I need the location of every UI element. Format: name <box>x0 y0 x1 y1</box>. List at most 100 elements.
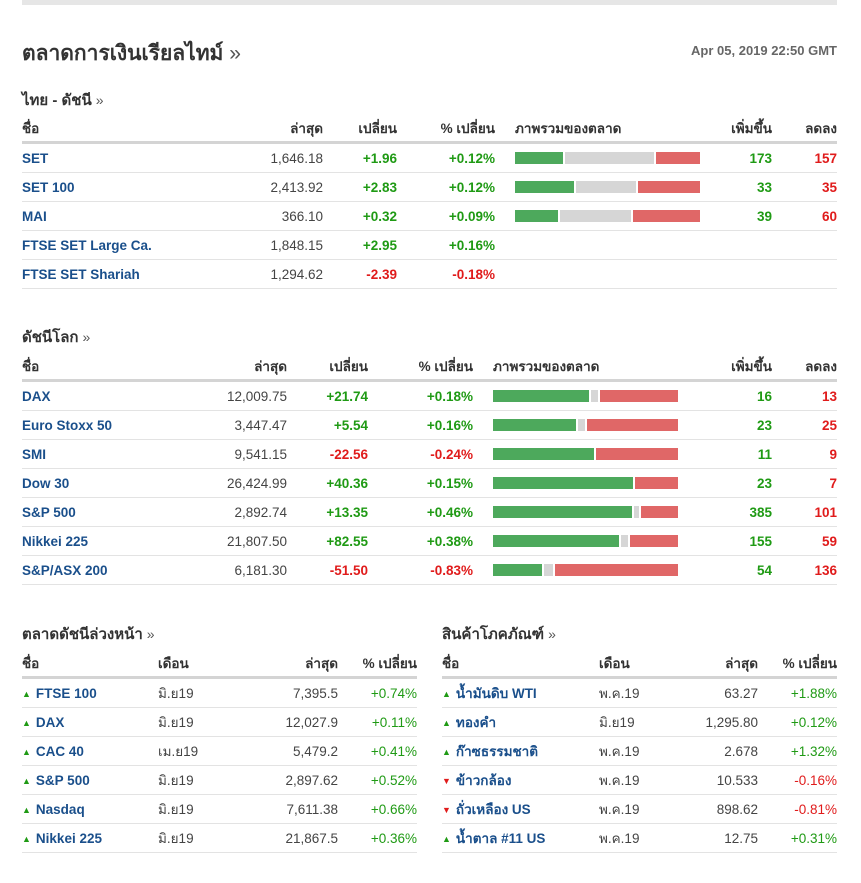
decline-segment <box>638 181 700 193</box>
table-row: Nikkei 225 21,807.50 +82.55 +0.38% 155 59 <box>22 526 837 556</box>
section-title-thai-text[interactable]: ไทย - ดัชนี <box>22 92 92 109</box>
contract-month: พ.ค.19 <box>599 736 669 766</box>
decline-segment <box>555 564 678 576</box>
last-price: 21,867.5 <box>238 823 338 853</box>
last-price: 6,181.30 <box>182 555 287 585</box>
index-name-link[interactable]: SET 100 <box>22 179 75 195</box>
table-row: ▲ ก๊าซธรรมชาติ พ.ค.19 2.678 +1.32% <box>442 736 837 766</box>
last-price: 1,848.15 <box>202 230 323 260</box>
col-header-month: เดือน <box>599 649 669 679</box>
market-overview-cell <box>473 439 690 469</box>
index-name-link[interactable]: MAI <box>22 208 47 224</box>
index-name-link[interactable]: SET <box>22 150 49 166</box>
last-price: 1,295.80 <box>669 707 758 737</box>
last-price: 2,897.62 <box>238 765 338 795</box>
section-title-commodities-text[interactable]: สินค้าโภคภัณฑ์ <box>442 626 545 643</box>
declines-count: 59 <box>772 526 837 556</box>
section-title-world-text[interactable]: ดัชนีโลก <box>22 329 79 346</box>
col-header-dec: ลดลง <box>772 352 837 382</box>
index-name-link[interactable]: DAX <box>22 388 51 404</box>
advance-segment <box>493 477 633 489</box>
change-percent: +0.09% <box>397 201 495 231</box>
instrument-name-link[interactable]: ทองคำ <box>455 715 497 730</box>
col-header-overview: ภาพรวมของตลาด <box>495 114 712 144</box>
market-overview-cell <box>495 201 712 231</box>
instrument-name-cell: ▼ ข้าวกล้อง <box>442 765 599 795</box>
instrument-name-link[interactable]: ก๊าซธรรมชาติ <box>455 744 538 759</box>
instrument-name-link[interactable]: S&P 500 <box>35 772 90 788</box>
instrument-name-cell: ▲ น้ำตาล #11 US <box>442 823 599 853</box>
advance-segment <box>493 564 542 576</box>
instrument-name-link[interactable]: ข้าวกล้อง <box>455 773 512 788</box>
index-name-cell: S&P/ASX 200 <box>22 555 182 585</box>
instrument-name-cell: ▲ ทองคำ <box>442 707 599 737</box>
instrument-name-link[interactable]: DAX <box>35 714 65 730</box>
index-name-cell: Dow 30 <box>22 468 182 498</box>
section-title-commodities[interactable]: สินค้าโภคภัณฑ์» <box>442 622 556 646</box>
instrument-name-link[interactable]: ถั่วเหลือง US <box>455 802 531 817</box>
contract-month: พ.ค.19 <box>599 765 669 795</box>
section-title-thai[interactable]: ไทย - ดัชนี» <box>22 88 104 112</box>
market-overview-cell <box>473 526 690 556</box>
arrow-up-icon: ▲ <box>22 833 31 844</box>
index-name-link[interactable]: FTSE SET Shariah <box>22 266 140 282</box>
col-header-dec: ลดลง <box>772 114 837 144</box>
arrow-down-icon: ▼ <box>442 776 451 786</box>
advances-count: 33 <box>712 172 772 202</box>
page-title[interactable]: ตลาดการเงินเรียลไทม์ » <box>22 37 241 70</box>
section-title-world[interactable]: ดัชนีโลก» <box>22 325 90 349</box>
last-price: 9,541.15 <box>182 439 287 469</box>
section-title-futures-text[interactable]: ตลาดดัชนีล่วงหน้า <box>22 626 143 643</box>
declines-count: 157 <box>772 142 837 173</box>
index-name-link[interactable]: Dow 30 <box>22 475 70 491</box>
index-name-link[interactable]: FTSE SET Large Ca. <box>22 237 152 253</box>
section-title-futures[interactable]: ตลาดดัชนีล่วงหน้า» <box>22 622 155 646</box>
declines-count: 35 <box>772 172 837 202</box>
index-name-cell: S&P 500 <box>22 497 182 527</box>
instrument-name-link[interactable]: Nikkei 225 <box>35 830 102 846</box>
index-name-cell: SET <box>22 142 202 173</box>
contract-month: มิ.ย19 <box>158 677 238 708</box>
declines-count: 9 <box>772 439 837 469</box>
change-percent: -0.24% <box>368 439 473 469</box>
market-overview-bar <box>493 564 678 576</box>
table-row: S&P 500 2,892.74 +13.35 +0.46% 385 101 <box>22 497 837 527</box>
col-header-last: ล่าสุด <box>202 114 323 144</box>
instrument-name-link[interactable]: น้ำมันดิบ WTI <box>455 686 537 701</box>
change-value: -2.39 <box>323 259 397 289</box>
table-row: ▲ DAX มิ.ย19 12,027.9 +0.11% <box>22 707 417 737</box>
last-price: 1,294.62 <box>202 259 323 289</box>
index-name-link[interactable]: Euro Stoxx 50 <box>22 417 113 433</box>
col-header-name: ชื่อ <box>22 114 202 144</box>
advance-segment <box>515 181 574 193</box>
instrument-name-link[interactable]: FTSE 100 <box>35 685 97 701</box>
unchanged-segment <box>576 181 636 193</box>
index-name-link[interactable]: Nikkei 225 <box>22 533 89 549</box>
decline-segment <box>633 210 700 222</box>
index-name-link[interactable]: S&P 500 <box>22 504 76 520</box>
arrow-up-icon: ▲ <box>22 746 31 757</box>
instrument-name-link[interactable]: CAC 40 <box>35 743 84 759</box>
advance-segment <box>493 535 619 547</box>
advance-segment <box>493 419 576 431</box>
arrow-up-icon: ▲ <box>22 775 31 786</box>
commodities-table: ชื่อ เดือน ล่าสุด % เปลี่ยน ▲ น้ำมันดิบ W… <box>442 649 837 853</box>
declines-count: 101 <box>772 497 837 527</box>
unchanged-segment <box>591 390 598 402</box>
declines-count <box>772 230 837 260</box>
table-row: SET 100 2,413.92 +2.83 +0.12% 33 35 <box>22 172 837 202</box>
index-name-link[interactable]: SMI <box>22 446 47 462</box>
col-header-change: เปลี่ยน <box>287 352 368 382</box>
instrument-name-link[interactable]: น้ำตาล #11 US <box>455 831 546 846</box>
last-price: 7,395.5 <box>238 677 338 708</box>
market-overview-cell <box>473 468 690 498</box>
instrument-name-cell: ▲ น้ำมันดิบ WTI <box>442 677 599 708</box>
instrument-name-link[interactable]: Nasdaq <box>35 801 85 817</box>
table-row: ▲ FTSE 100 มิ.ย19 7,395.5 +0.74% <box>22 677 417 708</box>
market-overview-bar <box>515 152 700 164</box>
index-name-link[interactable]: S&P/ASX 200 <box>22 562 108 578</box>
section-commodities-chevron-icon: » <box>548 626 556 642</box>
page-title-text[interactable]: ตลาดการเงินเรียลไทม์ <box>22 42 224 65</box>
change-value: +13.35 <box>287 497 368 527</box>
change-percent: +0.16% <box>397 230 495 260</box>
